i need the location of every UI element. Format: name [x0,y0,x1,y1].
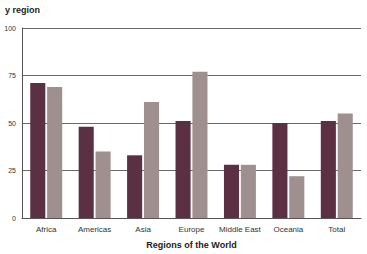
svg-text:y region: y region [5,5,40,15]
svg-text:Europe: Europe [179,225,205,234]
svg-text:Total: Total [328,225,345,234]
svg-text:Regions of the World: Regions of the World [146,240,236,250]
svg-text:0: 0 [12,215,16,222]
svg-text:100: 100 [4,25,16,32]
svg-text:Americas: Americas [78,225,111,234]
svg-text:25: 25 [8,167,16,174]
svg-text:Asia: Asia [135,225,151,234]
svg-text:50: 50 [8,120,16,127]
svg-text:75: 75 [8,72,16,79]
svg-text:Oceania: Oceania [273,225,303,234]
svg-text:Middle East: Middle East [219,225,262,234]
svg-text:Africa: Africa [36,225,57,234]
